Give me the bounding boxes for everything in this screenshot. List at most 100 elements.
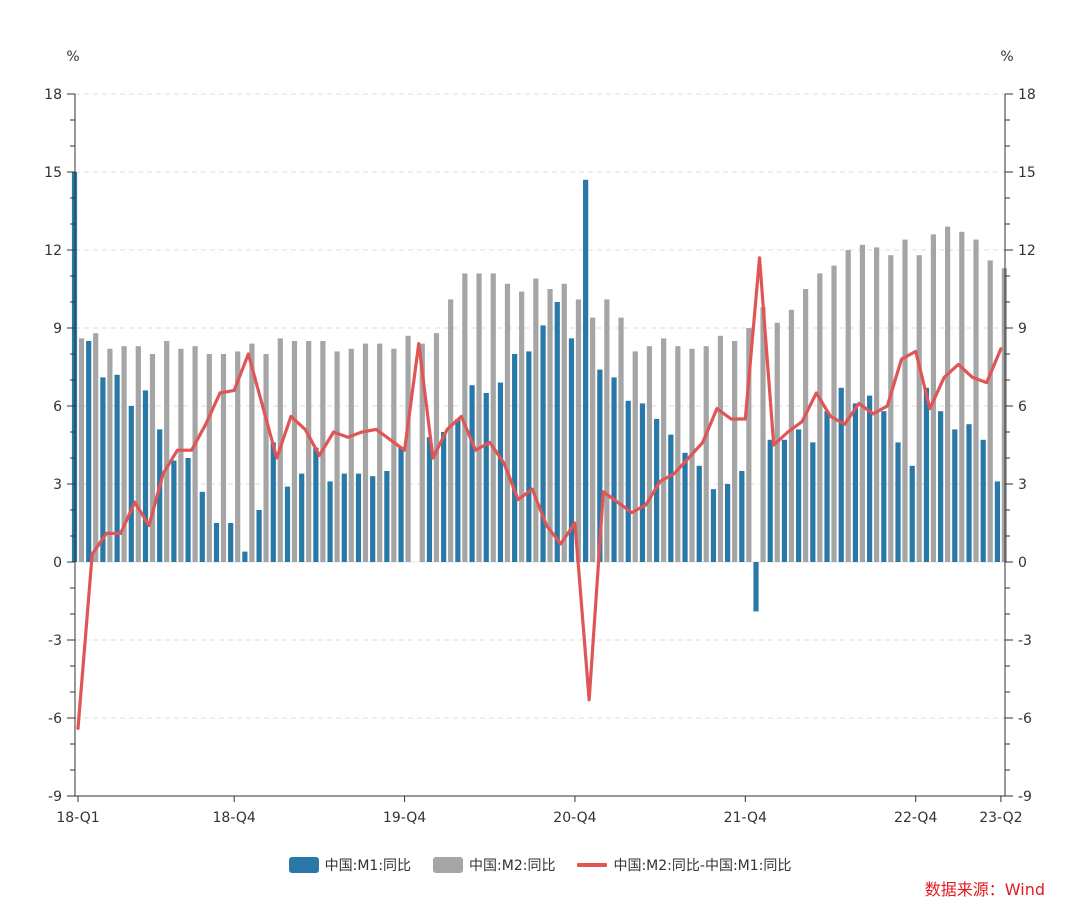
bar-m2: [121, 346, 127, 562]
left-y-tick-label: 12: [44, 243, 62, 259]
bar-m2: [632, 351, 638, 562]
bar-m2: [249, 343, 255, 562]
bar-m2: [604, 299, 610, 562]
bar-m1: [881, 411, 887, 562]
bar-m1: [441, 432, 447, 562]
bar-m1: [526, 351, 532, 562]
bar-m2: [973, 239, 979, 562]
bar-m1: [625, 400, 631, 562]
spread-line: [76, 256, 1003, 731]
bar-m2: [561, 283, 567, 562]
bar-m1: [341, 473, 347, 562]
bar-m2: [590, 317, 596, 562]
right-y-tick-label: 6: [1018, 399, 1027, 415]
bar-m2: [164, 341, 170, 562]
bar-m2: [519, 291, 525, 562]
bar-m1: [980, 439, 986, 562]
bar-m1: [966, 424, 972, 562]
bar-m1: [355, 473, 362, 562]
bar-m1: [299, 473, 305, 562]
bar-m2: [646, 346, 653, 562]
m1-bars: [71, 172, 1001, 612]
bar-m1: [256, 510, 262, 562]
legend-item-m2[interactable]: 中国:M2:同比: [433, 855, 555, 875]
legend-label-m1: 中国:M1:同比: [324, 858, 412, 874]
bar-m1: [639, 403, 646, 562]
left-y-tick-label: 18: [44, 87, 62, 103]
bar-m1: [100, 377, 106, 562]
bar-m2: [391, 348, 397, 562]
bar-m2: [149, 354, 156, 562]
right-y-tick-label: 18: [1018, 87, 1036, 103]
bar-m2: [675, 346, 681, 562]
left-y-tick-label: 9: [53, 321, 62, 337]
x-tick-label: 21-Q4: [724, 810, 767, 826]
bar-m1: [583, 179, 589, 563]
bar-m1: [469, 385, 475, 562]
left-y-tick-label: 3: [53, 477, 62, 493]
bar-m2: [661, 338, 667, 562]
bar-m2: [945, 226, 951, 562]
bar-m1: [938, 411, 944, 562]
bar-m2: [717, 335, 724, 562]
bar-m1: [682, 452, 688, 562]
right-y-tick-label: 12: [1018, 243, 1036, 259]
right-y-tick-label: -3: [1018, 633, 1032, 649]
bar-m1: [611, 377, 617, 562]
bar-m1: [739, 471, 745, 562]
bar-m2: [263, 354, 269, 562]
x-tick-label: 23-Q2: [979, 810, 1022, 826]
bar-m1: [568, 338, 575, 562]
legend-swatch-spread: [577, 863, 608, 867]
bar-m1: [228, 523, 234, 562]
right-axis-unit: %: [1000, 49, 1013, 65]
bar-m2: [703, 346, 709, 562]
bar-m2: [220, 354, 227, 562]
bar-m1: [824, 411, 830, 562]
x-tick-labels: 18-Q1 18-Q4 19-Q4 20-Q4 21-Q4 22-Q4 23-Q2: [56, 810, 1022, 826]
bar-m1: [157, 429, 163, 562]
bar-m2: [107, 348, 113, 562]
bar-m1: [867, 395, 873, 562]
bar-m1: [852, 403, 859, 562]
bar-m2: [348, 348, 354, 562]
bar-m2: [732, 341, 738, 562]
bar-m2: [490, 273, 496, 562]
bar-m1: [213, 523, 220, 562]
bar-m2: [135, 346, 141, 562]
right-y-tick-labels: 18 15 12 9 6 3 0 -3 -6 -9: [1018, 87, 1036, 805]
bar-m2: [93, 333, 99, 562]
bar-m2: [462, 273, 468, 562]
bar-m2: [419, 343, 425, 562]
legend-item-m1[interactable]: 中国:M1:同比: [288, 855, 412, 875]
bar-m1: [654, 419, 660, 562]
bar-m1: [554, 302, 560, 562]
bar-m1: [114, 374, 120, 562]
right-y-tick-label: 3: [1018, 477, 1027, 493]
bar-m2: [306, 341, 312, 562]
bar-m2: [959, 231, 965, 563]
legend-item-spread[interactable]: 中国:M2:同比-中国:M1:同比: [577, 855, 791, 875]
bar-m2: [178, 348, 184, 562]
x-tick-label: 18-Q1: [56, 810, 99, 826]
bar-m1: [242, 551, 248, 562]
bar-m2: [405, 335, 411, 562]
bar-m1: [838, 387, 844, 562]
bar-m2: [888, 255, 894, 562]
bar-m2: [362, 343, 369, 562]
bar-m2: [803, 289, 809, 562]
bar-m1: [909, 465, 915, 562]
bar-m2: [788, 309, 795, 562]
bar-m1: [540, 325, 546, 562]
bar-m2: [817, 273, 823, 562]
bar-m1: [199, 491, 205, 562]
bar-m2: [448, 299, 454, 562]
bar-m1: [753, 562, 759, 612]
legend-swatch-m2: [433, 857, 464, 873]
bar-m1: [512, 354, 518, 562]
bar-m1: [497, 382, 504, 562]
bar-m1: [455, 419, 461, 562]
bar-m1: [597, 369, 603, 562]
bar-m1: [483, 393, 489, 562]
bar-m1: [142, 390, 149, 562]
